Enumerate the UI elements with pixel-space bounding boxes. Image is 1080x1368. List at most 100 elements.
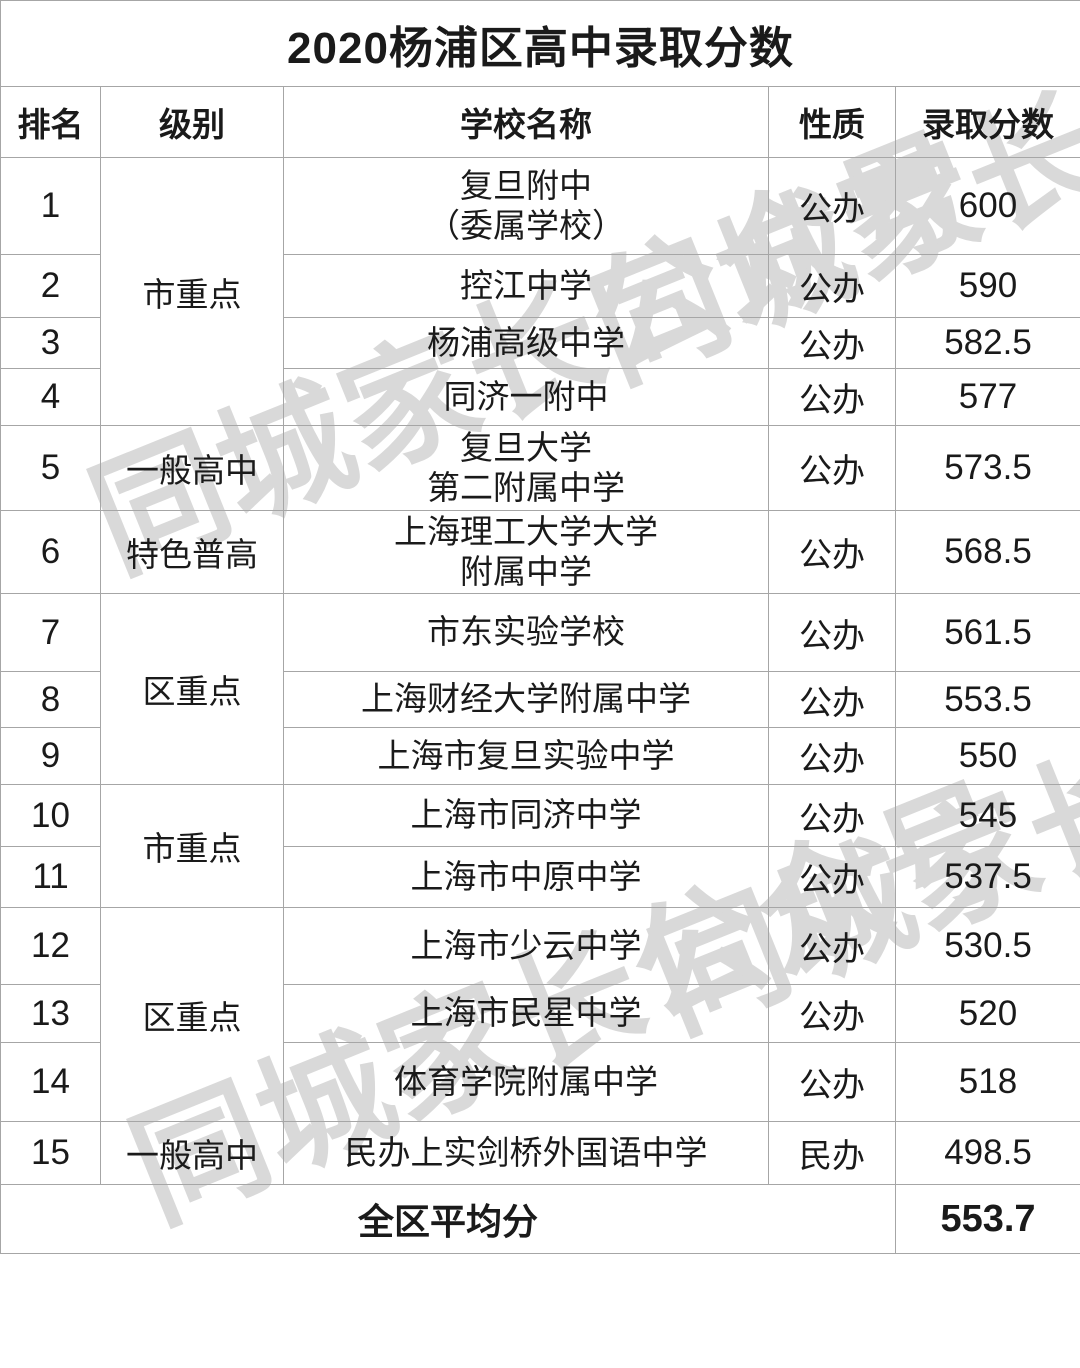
cell-rank: 2 xyxy=(0,254,101,318)
cell-school-name: 同济一附中 xyxy=(283,368,769,426)
table-row: 14 体育学院附属中学 公办 518 xyxy=(0,1042,1080,1122)
table-footer-row: 全区平均分 553.7 xyxy=(0,1184,1080,1254)
table-header-row: 排名 级别 学校名称 性质 录取分数 xyxy=(0,86,1080,158)
school-name-line: 上海市少云中学 xyxy=(410,926,642,964)
cell-rank: 13 xyxy=(0,984,101,1043)
cell-school-type: 公办 xyxy=(768,1042,896,1122)
cell-score: 520 xyxy=(895,984,1080,1043)
cell-rank: 10 xyxy=(0,784,101,847)
cell-school-name: 杨浦高级中学 xyxy=(283,317,769,369)
cell-score: 518 xyxy=(895,1042,1080,1122)
cell-score: 582.5 xyxy=(895,317,1080,369)
cell-score: 561.5 xyxy=(895,593,1080,672)
cell-rank: 8 xyxy=(0,671,101,728)
cell-school-type: 公办 xyxy=(768,593,896,672)
table-row: 9 上海市复旦实验中学 公办 550 xyxy=(0,727,1080,785)
cell-rank: 9 xyxy=(0,727,101,785)
table-row: 15 一般高中 民办上实剑桥外国语中学 民办 498.5 xyxy=(0,1121,1080,1185)
cell-level: 市重点 xyxy=(100,784,284,908)
cell-score: 568.5 xyxy=(895,510,1080,594)
footer-average-score: 553.7 xyxy=(895,1184,1080,1254)
table-row: 5 一般高中 复旦大学 第二附属中学 公办 573.5 xyxy=(0,425,1080,511)
cell-level: 一般高中 xyxy=(100,1121,284,1185)
cell-school-name: 市东实验学校 xyxy=(283,593,769,672)
cell-score: 577 xyxy=(895,368,1080,426)
score-table-wrapper: 2020杨浦区高中录取分数 排名 级别 学校名称 性质 录取分数 1 市重点 复旦附… xyxy=(0,0,1080,1254)
table-row: 7 区重点 市东实验学校 公办 561.5 xyxy=(0,593,1080,785)
cell-score: 590 xyxy=(895,254,1080,318)
school-name-line: 市东实验学校 xyxy=(427,613,625,651)
school-name-line: 第二附属中学 xyxy=(427,469,625,506)
cell-level: 特色普高 xyxy=(100,510,284,594)
cell-school-type: 公办 xyxy=(768,510,896,594)
school-name-line: 上海市复旦实验中学 xyxy=(377,736,675,774)
footer-label: 全区平均分 xyxy=(0,1184,896,1254)
table-row: 1 市重点 复旦附中 （委属学校） 公办 600 xyxy=(0,157,1080,426)
school-name-line: 民办上实剑桥外国语中学 xyxy=(344,1133,708,1171)
cell-school-name: 上海财经大学附属中学 xyxy=(283,671,769,728)
cell-rank: 15 xyxy=(0,1121,101,1185)
cell-school-type: 公办 xyxy=(768,671,896,728)
school-name-line: 附属中学 xyxy=(460,553,592,590)
page-title: 2020杨浦区高中录取分数 xyxy=(0,0,1080,87)
cell-score: 553.5 xyxy=(895,671,1080,728)
cell-school-name: 上海理工大学大学 附属中学 xyxy=(283,510,769,594)
table-row: 2 控江中学 公办 590 xyxy=(0,254,1080,318)
cell-rank: 6 xyxy=(0,510,101,594)
cell-school-name: 上海市民星中学 xyxy=(283,984,769,1043)
cell-rank: 3 xyxy=(0,317,101,369)
cell-score: 498.5 xyxy=(895,1121,1080,1185)
school-name-line: 上海市同济中学 xyxy=(410,796,642,834)
column-header-type: 性质 xyxy=(768,86,896,158)
cell-school-name: 体育学院附属中学 xyxy=(283,1042,769,1122)
cell-school-name: 控江中学 xyxy=(283,254,769,318)
cell-rank: 12 xyxy=(0,907,101,985)
cell-rank: 5 xyxy=(0,425,101,511)
cell-rank: 11 xyxy=(0,846,101,908)
table-title-row: 2020杨浦区高中录取分数 xyxy=(0,0,1080,87)
cell-school-type: 公办 xyxy=(768,784,896,847)
school-name-line: 同济一附中 xyxy=(443,377,609,415)
school-name-line: 体育学院附属中学 xyxy=(394,1062,658,1100)
school-name-line: 控江中学 xyxy=(460,266,592,304)
cell-level: 一般高中 xyxy=(100,425,284,511)
cell-score: 573.5 xyxy=(895,425,1080,511)
cell-school-name: 复旦大学 第二附属中学 xyxy=(283,425,769,511)
cell-score: 550 xyxy=(895,727,1080,785)
cell-school-name: 上海市少云中学 xyxy=(283,907,769,985)
school-name-line: 复旦附中 xyxy=(460,166,592,204)
cell-score: 530.5 xyxy=(895,907,1080,985)
school-name-line: 上海市中原中学 xyxy=(410,857,642,895)
cell-rank: 1 xyxy=(0,157,101,255)
table-row: 6 特色普高 上海理工大学大学 附属中学 公办 568.5 xyxy=(0,510,1080,594)
cell-school-type: 公办 xyxy=(768,368,896,426)
column-header-level: 级别 xyxy=(100,86,284,158)
column-header-rank: 排名 xyxy=(0,86,101,158)
cell-rank: 7 xyxy=(0,593,101,672)
admission-score-table: 2020杨浦区高中录取分数 排名 级别 学校名称 性质 录取分数 1 市重点 复旦附… xyxy=(0,0,1080,1254)
cell-score: 600 xyxy=(895,157,1080,255)
cell-school-type: 公办 xyxy=(768,254,896,318)
cell-school-name: 上海市同济中学 xyxy=(283,784,769,847)
cell-school-type: 民办 xyxy=(768,1121,896,1185)
cell-school-name: 上海市复旦实验中学 xyxy=(283,727,769,785)
school-name-line: （委属学校） xyxy=(427,207,625,244)
table-row: 11 上海市中原中学 公办 537.5 xyxy=(0,846,1080,908)
table-row: 10 市重点 上海市同济中学 公办 545 xyxy=(0,784,1080,908)
school-name-line: 复旦大学 xyxy=(460,428,592,466)
cell-level: 区重点 xyxy=(100,907,284,1122)
table-row: 8 上海财经大学附属中学 公办 553.5 xyxy=(0,671,1080,728)
table-row: 12 区重点 上海市少云中学 公办 530.5 xyxy=(0,907,1080,1122)
table-row: 4 同济一附中 公办 577 xyxy=(0,368,1080,426)
cell-school-type: 公办 xyxy=(768,425,896,511)
cell-school-type: 公办 xyxy=(768,846,896,908)
cell-rank: 4 xyxy=(0,368,101,426)
column-header-name: 学校名称 xyxy=(283,86,769,158)
school-name-line: 杨浦高级中学 xyxy=(427,323,625,361)
cell-rank: 14 xyxy=(0,1042,101,1122)
cell-school-type: 公办 xyxy=(768,317,896,369)
table-row: 3 杨浦高级中学 公办 582.5 xyxy=(0,317,1080,369)
cell-school-name: 民办上实剑桥外国语中学 xyxy=(283,1121,769,1185)
cell-school-type: 公办 xyxy=(768,984,896,1043)
